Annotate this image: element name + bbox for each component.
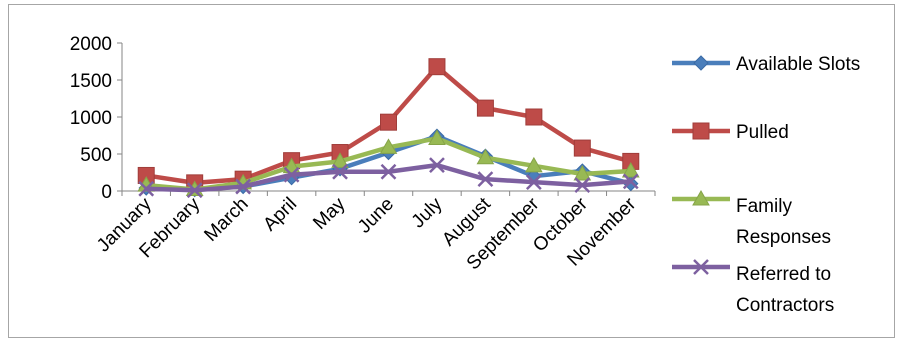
- y-tick-label: 500: [80, 145, 112, 166]
- legend-entry: Referred to Contractors: [672, 259, 834, 316]
- legend-label: Pulled: [736, 122, 789, 143]
- data-point: [573, 164, 592, 181]
- data-point: [574, 177, 591, 193]
- legend-marker: [692, 122, 710, 140]
- data-point: [477, 171, 494, 188]
- data-point: [525, 156, 543, 173]
- x-tick-label: June: [354, 194, 398, 238]
- x-tick-label: July: [408, 193, 447, 232]
- data-point: [573, 139, 591, 157]
- data-point: [621, 162, 640, 178]
- y-tick-label: 1000: [70, 108, 112, 129]
- data-point: [428, 129, 446, 145]
- x-tick-label: April: [259, 194, 301, 236]
- data-point: [525, 108, 543, 126]
- legend-marker: [693, 259, 709, 275]
- legend-entry: Pulled: [672, 122, 789, 143]
- y-tick-label: 1500: [70, 71, 112, 92]
- data-point: [235, 178, 252, 195]
- data-point: [429, 157, 445, 173]
- legend-entry: Available Slots: [672, 54, 860, 75]
- legend-marker: [693, 55, 709, 71]
- chart-series: [137, 58, 640, 199]
- chart-legend: Available Slots Pulled Family Responses Refe…: [672, 54, 860, 316]
- data-point: [138, 180, 155, 197]
- legend-label: Available Slots: [736, 54, 860, 75]
- legend-label: Referred to Contractors: [736, 264, 834, 316]
- data-point: [476, 99, 494, 117]
- legend-entry: Family Responses: [672, 189, 831, 248]
- data-point: [380, 163, 397, 180]
- data-point: [525, 174, 542, 191]
- legend-label: Family Responses: [736, 196, 831, 248]
- y-tick-label: 0: [101, 182, 112, 203]
- series-pulled: [137, 58, 640, 192]
- y-tick-label: 2000: [70, 34, 112, 55]
- data-point: [380, 113, 397, 131]
- data-point: [283, 166, 300, 183]
- data-point: [379, 138, 398, 154]
- x-tick-label: March: [200, 194, 252, 246]
- legend-marker: [692, 189, 710, 206]
- data-point: [622, 173, 639, 190]
- series-referred-to-contractors: [138, 157, 639, 199]
- x-tick-label: May: [309, 193, 350, 234]
- data-point: [476, 148, 495, 165]
- data-point: [332, 163, 348, 180]
- data-point: [186, 182, 203, 199]
- data-point: [428, 58, 446, 76]
- data-point: [331, 152, 349, 168]
